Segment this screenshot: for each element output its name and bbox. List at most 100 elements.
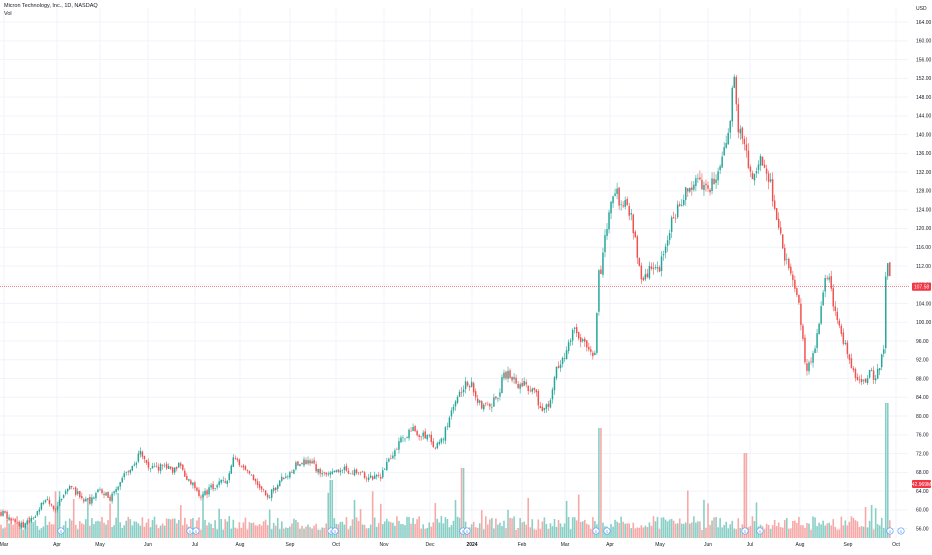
volume-bar xyxy=(367,528,370,538)
x-tick-label: Sep xyxy=(844,542,853,548)
candle-body xyxy=(531,388,534,392)
candle xyxy=(456,395,459,405)
volume-bar xyxy=(705,527,707,538)
candle-body xyxy=(347,470,350,474)
candle-body xyxy=(333,471,336,472)
marker-glyph: S xyxy=(889,529,892,534)
volume-bar xyxy=(78,521,81,538)
event-marker-icon[interactable]: S xyxy=(186,527,194,535)
time-axis[interactable]: Mar Apr May Jun Jul Aug Sep Oct Nov Dec 2024 Feb Mar… xyxy=(0,542,900,548)
volume-bar xyxy=(278,529,281,538)
event-marker-icon[interactable]: S xyxy=(331,527,339,535)
candle-body xyxy=(341,470,344,472)
price-axis[interactable]: 56.00 60.00 64.00 68.00 72.00 76.00 80.00 84.00… xyxy=(916,20,932,533)
volume-bar xyxy=(569,529,572,538)
candle-body xyxy=(887,263,889,277)
volume-bar xyxy=(652,516,655,538)
candle xyxy=(230,464,233,474)
candle-body xyxy=(757,164,760,171)
candle-body xyxy=(167,466,170,469)
volume-bar xyxy=(519,518,521,538)
volume-bar xyxy=(610,523,612,538)
x-tick-label: May xyxy=(95,542,105,548)
candle xyxy=(307,456,309,466)
candle-body xyxy=(204,490,206,495)
candle xyxy=(668,229,671,245)
event-marker-icon[interactable]: S xyxy=(592,527,600,535)
event-marker-icon[interactable]: S xyxy=(603,527,611,535)
candle xyxy=(371,475,374,481)
candle-body xyxy=(30,517,33,522)
candle-body xyxy=(16,522,18,524)
grid-layer xyxy=(0,8,908,538)
candle-body xyxy=(64,491,67,494)
candle-body xyxy=(281,476,283,481)
volume-bar xyxy=(117,492,119,538)
event-marker-icon[interactable]: S xyxy=(192,527,200,535)
volume-bar xyxy=(796,522,798,538)
volume-bar xyxy=(476,527,479,538)
event-marker-icon[interactable]: S xyxy=(463,527,471,535)
candle xyxy=(592,350,594,360)
candle xyxy=(105,492,107,497)
candle xyxy=(701,173,703,190)
event-marker-icon[interactable]: S xyxy=(886,527,894,535)
candle xyxy=(618,187,620,210)
volume-bar xyxy=(442,523,445,538)
candle-body xyxy=(81,496,83,499)
candle-body xyxy=(246,470,249,471)
candle xyxy=(418,434,420,441)
volume-bar xyxy=(22,529,25,538)
candle-body xyxy=(596,312,598,353)
candle-body xyxy=(864,378,867,383)
candle-body xyxy=(394,450,396,457)
candle xyxy=(612,195,614,208)
candle xyxy=(761,156,764,167)
candle xyxy=(792,270,794,287)
volume-bar xyxy=(2,528,4,538)
event-marker-icon[interactable]: S xyxy=(57,527,65,535)
volume-bar xyxy=(66,527,69,538)
candle-body xyxy=(161,465,164,466)
candle xyxy=(91,494,93,507)
candle xyxy=(123,470,125,480)
candle-body xyxy=(804,337,806,363)
candle-body xyxy=(495,396,497,399)
volume-bar xyxy=(864,506,867,538)
candle xyxy=(624,196,626,210)
volume-bar xyxy=(438,522,441,538)
candle-body xyxy=(751,173,754,180)
volume-bar xyxy=(402,524,404,538)
volume-bar xyxy=(749,525,752,538)
volume-bar xyxy=(539,528,542,538)
event-marker-icon[interactable]: S xyxy=(897,527,905,535)
candle xyxy=(636,234,639,265)
volume-bar xyxy=(87,498,89,538)
volume-bar xyxy=(844,520,847,538)
candle xyxy=(279,479,281,487)
volume-bar xyxy=(64,521,67,538)
candle-body xyxy=(573,327,576,329)
volume-bar xyxy=(505,528,507,538)
candle-body xyxy=(885,276,887,349)
candle-body xyxy=(371,476,374,480)
candle-body xyxy=(392,455,394,459)
candle xyxy=(644,268,647,282)
event-marker-icon[interactable]: S xyxy=(741,527,749,535)
candle xyxy=(678,201,681,207)
candle xyxy=(630,209,632,221)
volume-indicator-label[interactable]: Vol xyxy=(4,11,12,17)
volume-bar xyxy=(99,521,101,538)
candle-body xyxy=(408,429,410,439)
candle xyxy=(824,274,826,298)
candle xyxy=(226,479,228,488)
candle-body xyxy=(533,387,536,391)
volume-bar xyxy=(307,524,309,538)
candle xyxy=(670,215,673,239)
volume-bar xyxy=(373,517,376,538)
candle-body xyxy=(822,292,824,306)
volume-bar xyxy=(509,517,511,538)
event-marker-icon[interactable]: S xyxy=(756,527,764,535)
volume-bar xyxy=(763,529,766,538)
volume-bar xyxy=(561,526,564,538)
